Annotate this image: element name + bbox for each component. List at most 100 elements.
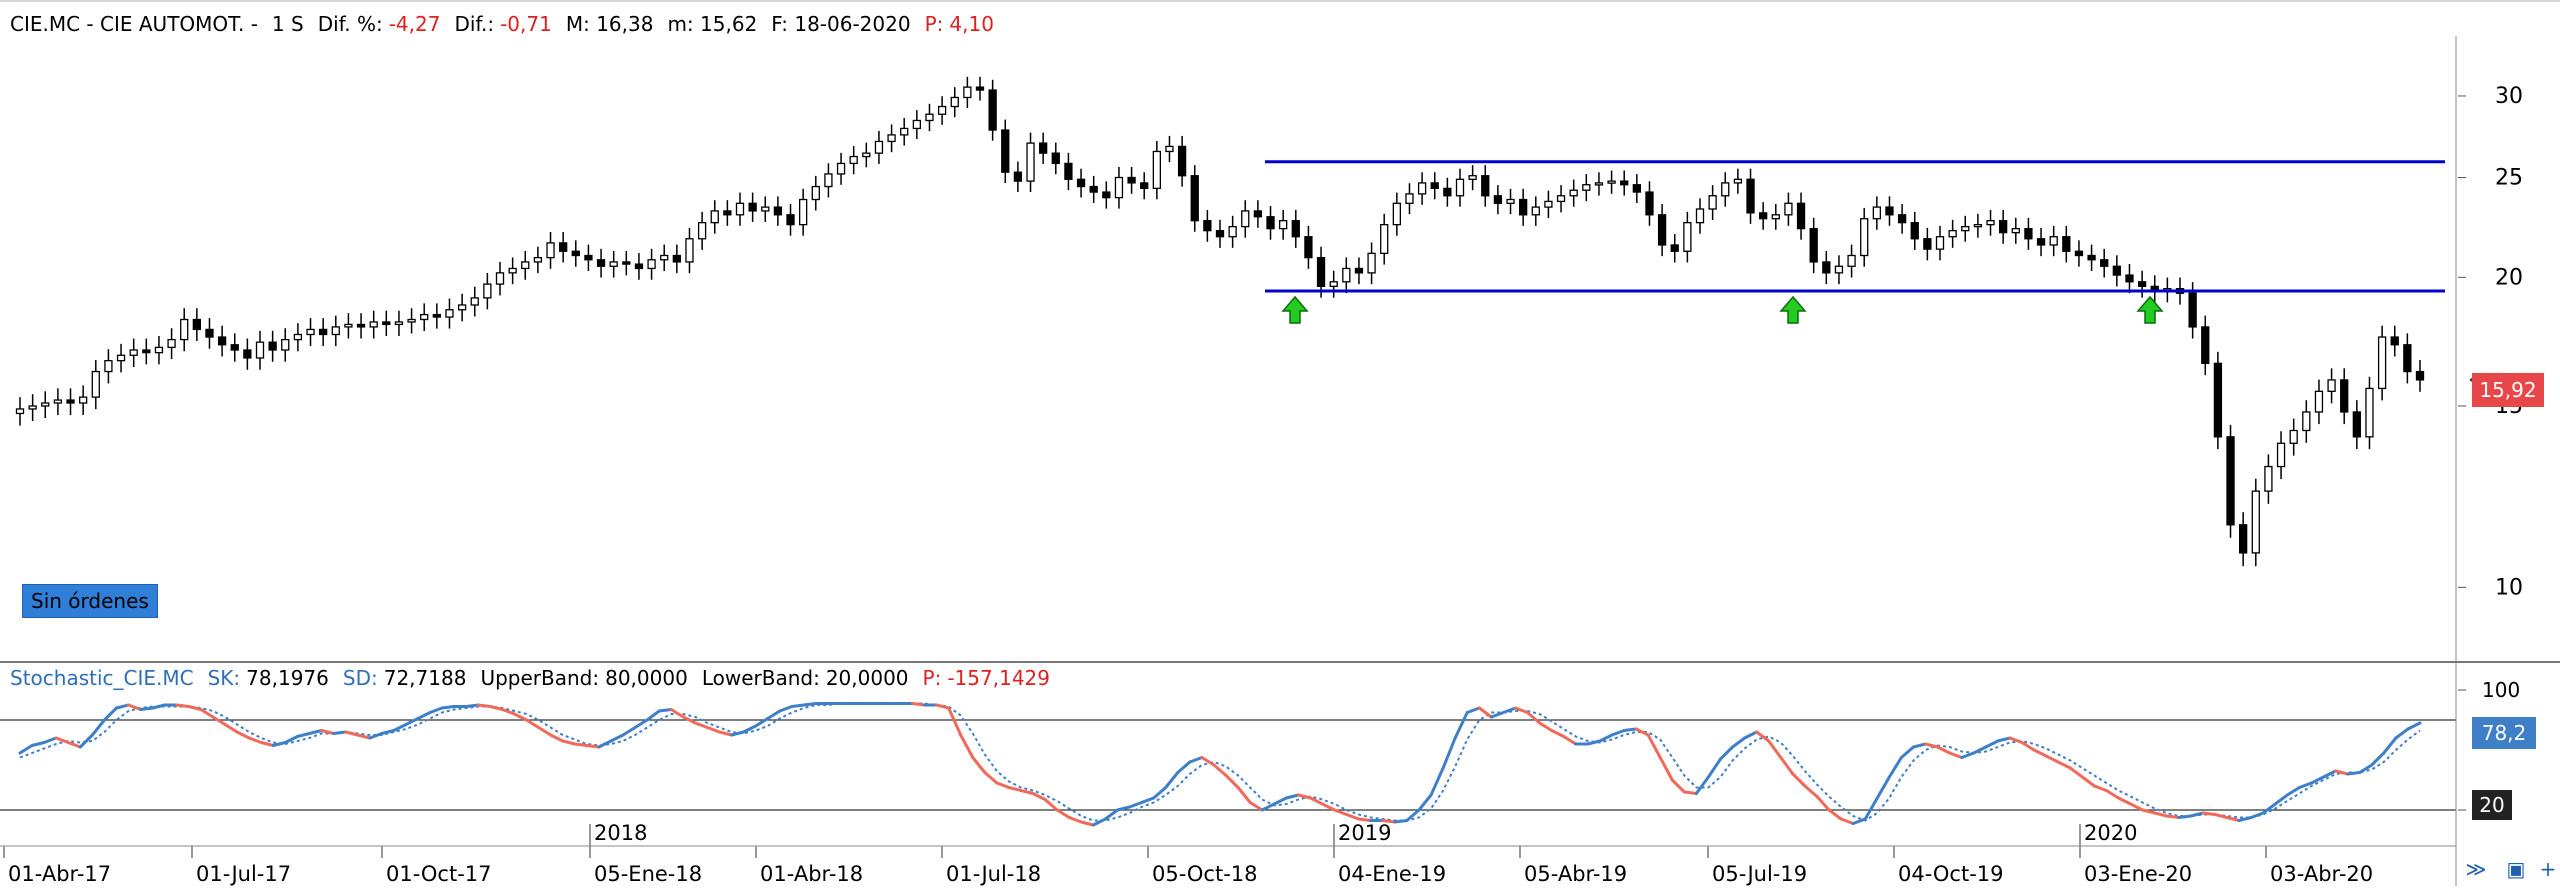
sk-segment	[187, 705, 203, 711]
sk-segment	[621, 726, 637, 737]
candle-body	[2377, 336, 2387, 390]
sk-segment	[259, 741, 275, 747]
candle-body	[1923, 238, 1932, 250]
candle-body	[167, 338, 176, 349]
candle-body	[1569, 189, 1578, 197]
stoch-name: Stochastic_CIE.MC	[10, 666, 194, 690]
sk-segment	[1984, 739, 2000, 749]
sk-segment	[1948, 751, 1964, 759]
candle-body	[685, 238, 694, 263]
candle-body	[1632, 184, 1641, 193]
sk-segment	[2309, 775, 2326, 785]
price-tick-label: 10	[2495, 575, 2523, 600]
candle-body	[2087, 254, 2096, 261]
candle-body	[1506, 198, 1515, 204]
candle-body	[1279, 220, 1288, 230]
period-label: 1 S	[271, 12, 304, 36]
sk-segment	[1526, 711, 1542, 725]
time-tick-label: 04-Ene-19	[1338, 862, 1446, 886]
sk-segment	[320, 729, 336, 735]
sk-segment	[512, 712, 529, 722]
sk-segment	[344, 730, 360, 737]
sk-segment	[910, 702, 927, 707]
sk-segment	[2129, 802, 2145, 812]
sk-segment	[2297, 781, 2313, 789]
sk-segment	[1188, 756, 1204, 764]
candle-body	[609, 261, 618, 267]
sk-segment	[332, 730, 348, 735]
sk-segment	[1212, 763, 1228, 777]
candle-body	[2049, 236, 2058, 246]
candle-body	[66, 399, 75, 404]
sk-segment	[1839, 817, 1855, 825]
candle-body	[306, 328, 315, 336]
candle-body	[1215, 229, 1225, 238]
sk-segment	[2201, 811, 2217, 816]
time-tick-label: 05-Oct-18	[1152, 862, 1258, 886]
buy-arrows	[1281, 295, 2164, 324]
sk-segment	[2020, 741, 2036, 752]
sk-segment	[307, 729, 324, 735]
sd-label: SD:	[342, 666, 378, 690]
candle-body	[394, 321, 404, 326]
sk-segment	[537, 726, 553, 737]
sk-segment	[1115, 805, 1132, 812]
sk-segment	[1393, 819, 1409, 824]
candle-body	[1531, 206, 1540, 216]
sk-segment	[730, 730, 746, 737]
candle-body	[1872, 206, 1881, 220]
sk-segment	[1477, 706, 1493, 719]
sk-segment	[2104, 789, 2120, 800]
candle-body	[457, 304, 467, 311]
candle-body	[773, 206, 783, 216]
stoch-p-value: -157,1429	[947, 666, 1050, 690]
sk-segment	[1538, 721, 1554, 732]
sk-segment	[1321, 802, 1337, 812]
candle-body	[925, 113, 934, 122]
sk-segment	[1152, 786, 1168, 800]
max-label: M: 16,38	[565, 12, 654, 36]
candle-body	[1695, 208, 1705, 224]
candle-body	[1417, 182, 1427, 195]
candle-body	[281, 338, 290, 351]
zoom-icon[interactable]: ≫	[2465, 857, 2487, 881]
candle-body	[1493, 195, 1503, 204]
sk-segment	[1791, 772, 1807, 788]
sk-segment	[1719, 745, 1735, 761]
add-icon[interactable]: +	[2539, 857, 2557, 881]
sk-segment	[2406, 721, 2422, 731]
candle-body	[2100, 259, 2109, 267]
sk-segment	[1128, 801, 1144, 809]
sk-segment	[2044, 754, 2060, 764]
sk-segment	[754, 717, 770, 728]
sk-segment	[2153, 811, 2169, 818]
sk-segment	[802, 702, 818, 707]
time-axis: 01-Abr-17 01-Jul-17 01-Oct-17 05-Ene-18 01-A…	[3, 821, 2373, 886]
sk-segment	[971, 756, 987, 774]
orders-badge[interactable]: Sin órdenes	[22, 584, 158, 618]
candle-body	[230, 344, 239, 351]
save-icon[interactable]: ▣	[2506, 857, 2526, 881]
sk-segment	[1308, 796, 1325, 806]
dif-pct-label: Dif. %:	[317, 12, 383, 36]
sk-segment	[102, 706, 118, 722]
candle-body	[2390, 336, 2399, 346]
candle-body	[1064, 162, 1073, 180]
candle-body	[243, 349, 252, 359]
candle-body	[41, 402, 50, 407]
candle-body	[723, 210, 732, 216]
sk-segment	[1960, 751, 1976, 759]
sk-segment	[1694, 775, 1710, 795]
sk-segment	[90, 718, 106, 737]
candle-body	[1885, 206, 1894, 216]
candle-body	[319, 328, 328, 336]
candle-body	[1973, 223, 1983, 228]
candle-body	[1935, 236, 1945, 250]
candle-body	[1266, 216, 1275, 230]
candle-body	[584, 254, 593, 261]
sk-segment	[1851, 817, 1867, 825]
sk-segment	[1176, 760, 1192, 774]
sk-segment	[428, 706, 444, 714]
sk-segment	[935, 703, 951, 710]
sk-segment	[2358, 763, 2374, 774]
